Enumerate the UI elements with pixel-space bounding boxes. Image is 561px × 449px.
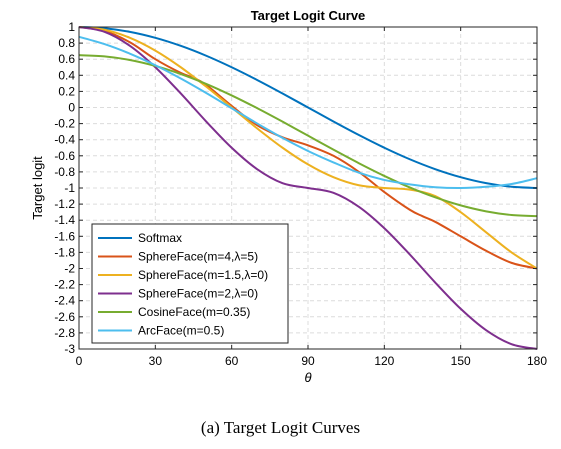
series-line-0 (78, 26, 538, 189)
y-tick-label: -0.4 (54, 133, 75, 147)
x-tick-label: 180 (527, 354, 547, 368)
legend-label-3: SphereFace(m=2,λ=0) (138, 287, 258, 301)
x-tick-label: 30 (149, 354, 163, 368)
legend: Softmax SphereFace(m=4,λ=5) SphereFace(m=1… (91, 223, 289, 344)
y-tick-label: -0.2 (54, 117, 75, 131)
y-tick-label: 0 (68, 101, 75, 115)
series-line-1 (78, 26, 538, 270)
y-tick-label: -0.8 (54, 165, 75, 179)
x-tick-label: 150 (451, 354, 471, 368)
y-tick-label: -1.8 (54, 245, 75, 259)
series-line-5 (78, 35, 538, 190)
y-tick-label: 1 (68, 20, 75, 34)
y-tick-label: -3 (64, 342, 75, 356)
y-tick-label: -1.2 (54, 197, 75, 211)
x-tick-label: 120 (374, 354, 394, 368)
x-tick-label: 90 (301, 354, 315, 368)
y-tick-label: 0.2 (58, 84, 75, 98)
y-tick-label: -2.2 (54, 278, 75, 292)
y-axis-label: Target logit (30, 156, 45, 220)
legend-box (91, 223, 289, 344)
y-tick-label: -0.6 (54, 149, 75, 163)
chart-title: Target Logit Curve (251, 8, 366, 23)
x-axis-label: θ (304, 370, 311, 385)
axis-ticks: 0 30 60 90 120 150 180 -3 -2.8 -2.6 -2.4 -2.2 -2 -1.8… (54, 20, 547, 368)
legend-label-0: Softmax (138, 231, 182, 245)
legend-label-2: SphereFace(m=1.5,λ=0) (138, 268, 268, 282)
series-line-2 (78, 26, 538, 270)
legend-label-4: CosineFace(m=0.35) (138, 305, 250, 319)
x-tick-label: 60 (225, 354, 239, 368)
y-tick-label: -1 (64, 181, 75, 195)
y-tick-label: -2 (64, 262, 75, 276)
legend-label-1: SphereFace(m=4,λ=5) (138, 250, 258, 264)
series-line-3 (78, 26, 538, 350)
y-tick-label: -2.4 (54, 294, 75, 308)
legend-label-5: ArcFace(m=0.5) (138, 324, 224, 338)
figure-caption: (a) Target Logit Curves (200, 418, 361, 437)
y-tick-label: -2.8 (54, 326, 75, 340)
y-tick-label: -1.6 (54, 229, 75, 243)
y-tick-label: -1.4 (54, 213, 75, 227)
y-tick-label: 0.4 (58, 68, 75, 82)
y-tick-label: -2.6 (54, 310, 75, 324)
series-lines (78, 26, 538, 350)
y-tick-label: 0.8 (58, 36, 75, 50)
y-tick-label: 0.6 (58, 52, 75, 66)
x-tick-label: 0 (76, 354, 83, 368)
